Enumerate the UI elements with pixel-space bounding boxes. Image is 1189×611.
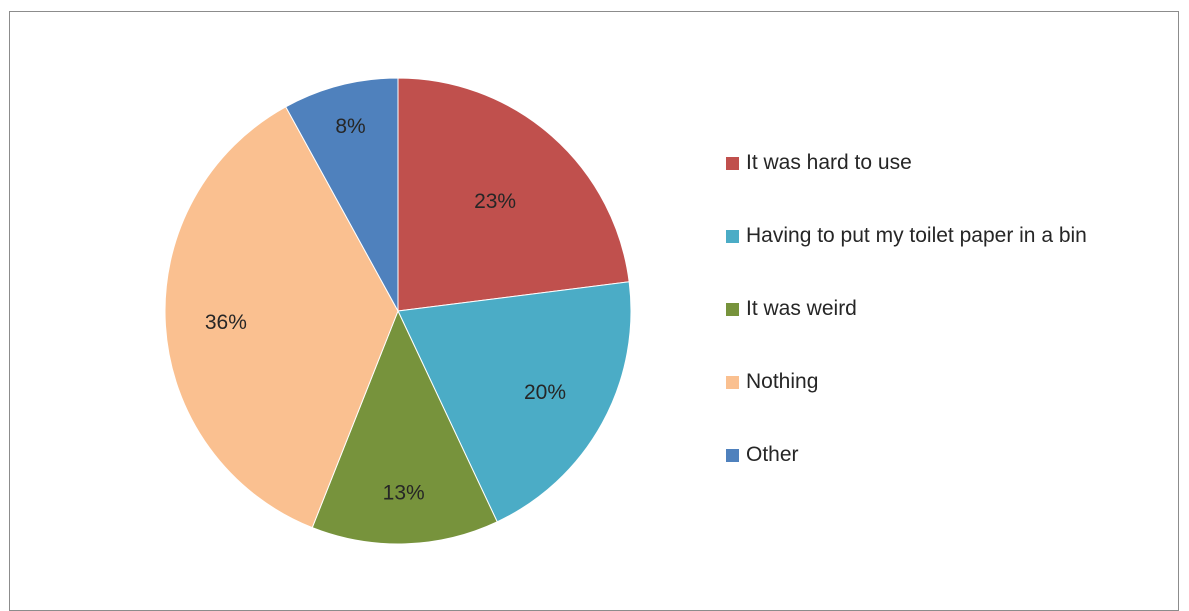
data-label-having-to-put-my-toilet-paper-in-a-bin: 20% [524,381,566,404]
legend-item-it-was-hard-to-use: It was hard to use [726,144,1087,182]
data-label-it-was-weird: 13% [383,482,425,505]
legend-item-having-to-put-my-toilet-paper-in-a-bin: Having to put my toilet paper in a bin [726,217,1087,255]
pie-slice-it-was-weird [311,309,498,545]
data-label-it-was-hard-to-use: 23% [474,190,516,213]
legend-swatch [726,448,739,462]
pie-slice-it-was-hard-to-use [397,77,630,312]
legend-item-nothing: Nothing [726,363,1087,401]
pie-slice-nothing [164,106,399,529]
legend-label: Nothing [746,370,819,393]
data-label-nothing: 36% [205,311,247,334]
pie-slices [164,77,632,545]
legend-label: It was weird [746,297,857,320]
legend-item-it-was-weird: It was weird [726,290,1087,328]
legend-label: It was hard to use [746,151,912,174]
legend-swatch [726,229,739,243]
data-label-other: 8% [335,115,365,138]
legend: It was hard to use Having to put my toile… [726,144,1087,509]
pie-data-labels: 23% 20% 13% 36% 8% [205,115,566,505]
legend-label: Having to put my toilet paper in a bin [746,224,1087,247]
pie-slice-having-to-put-my-toilet-paper-in-a-bin [397,281,632,523]
legend-swatch [726,156,739,170]
legend-swatch [726,302,739,316]
legend-label: Other [746,443,799,466]
legend-item-other: Other [726,436,1087,474]
legend-swatch [726,375,739,389]
pie-slice-other [285,77,399,312]
